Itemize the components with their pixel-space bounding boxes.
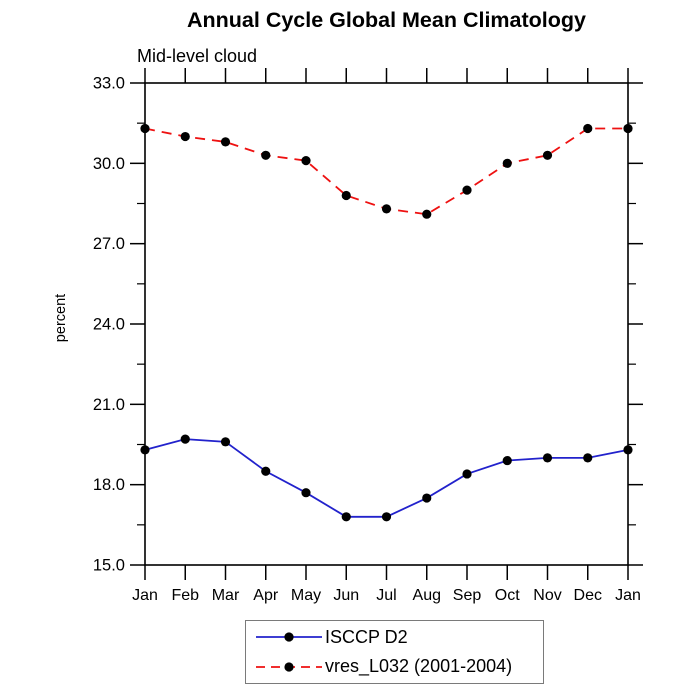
series-marker <box>623 445 633 455</box>
series-marker <box>301 156 311 166</box>
x-tick-label: Mar <box>212 587 240 604</box>
x-tick-label: Nov <box>533 587 561 604</box>
series-marker <box>140 445 150 455</box>
y-tick-label: 30.0 <box>93 155 125 173</box>
y-tick-label: 18.0 <box>93 476 125 494</box>
series-marker <box>381 204 392 214</box>
legend-item-vres-l032: vres_L032 (2001-2004) <box>253 654 543 680</box>
series-line-0 <box>144 438 629 518</box>
series-marker <box>542 453 553 463</box>
series-marker <box>583 123 593 134</box>
chart-title: Annual Cycle Global Mean Climatology <box>186 8 586 32</box>
y-tick-label: 24.0 <box>93 316 125 334</box>
legend-dashed-line-icon <box>256 662 322 672</box>
x-tick-label: Jun <box>333 587 359 604</box>
x-tick-label: Dec <box>574 587 602 604</box>
series-marker <box>542 150 553 160</box>
series-marker <box>301 488 311 498</box>
y-tick-label: 21.0 <box>93 396 125 414</box>
series-marker <box>462 469 472 479</box>
legend-item-isccp-d2: ISCCP D2 <box>253 624 543 650</box>
series-marker <box>220 137 231 147</box>
x-tick-label: Sep <box>453 587 482 604</box>
series-marker <box>583 453 593 463</box>
x-tick-label: Aug <box>413 587 441 604</box>
x-tick-label: May <box>291 587 321 604</box>
x-tick-label: Apr <box>253 587 279 604</box>
series-line-1 <box>144 127 628 216</box>
series-marker <box>623 123 633 134</box>
legend-label-vres-l032: vres_L032 (2001-2004) <box>325 656 513 677</box>
series-marker <box>381 512 392 522</box>
x-tick-label: Jan <box>132 587 158 604</box>
series-marker <box>180 131 190 142</box>
series-marker <box>261 150 271 160</box>
series-marker <box>341 512 351 522</box>
plot-frame <box>144 82 629 566</box>
x-tick-label: Jul <box>376 587 396 604</box>
legend-solid-line-icon <box>256 632 322 642</box>
series-marker <box>180 434 190 444</box>
y-tick-label: 15.0 <box>93 557 125 575</box>
x-tick-label: Jan <box>615 587 641 604</box>
series-marker <box>422 493 432 503</box>
x-tick-label: Oct <box>495 587 520 604</box>
series-marker <box>220 437 231 447</box>
chart-subtitle: Mid-level cloud <box>137 46 258 66</box>
x-tick-label: Feb <box>171 587 199 604</box>
series-marker <box>422 209 432 219</box>
series-marker <box>341 190 351 201</box>
series-marker <box>462 185 472 195</box>
y-tick-label: 33.0 <box>93 75 125 93</box>
series-marker <box>261 466 271 476</box>
series-marker <box>502 455 512 466</box>
legend-label-isccp-d2: ISCCP D2 <box>325 626 408 647</box>
legend: ISCCP D2 vres_L032 (2001-2004) <box>245 620 544 684</box>
series-marker <box>140 123 150 134</box>
series-marker <box>502 158 512 168</box>
y-tick-label: 27.0 <box>93 235 125 253</box>
